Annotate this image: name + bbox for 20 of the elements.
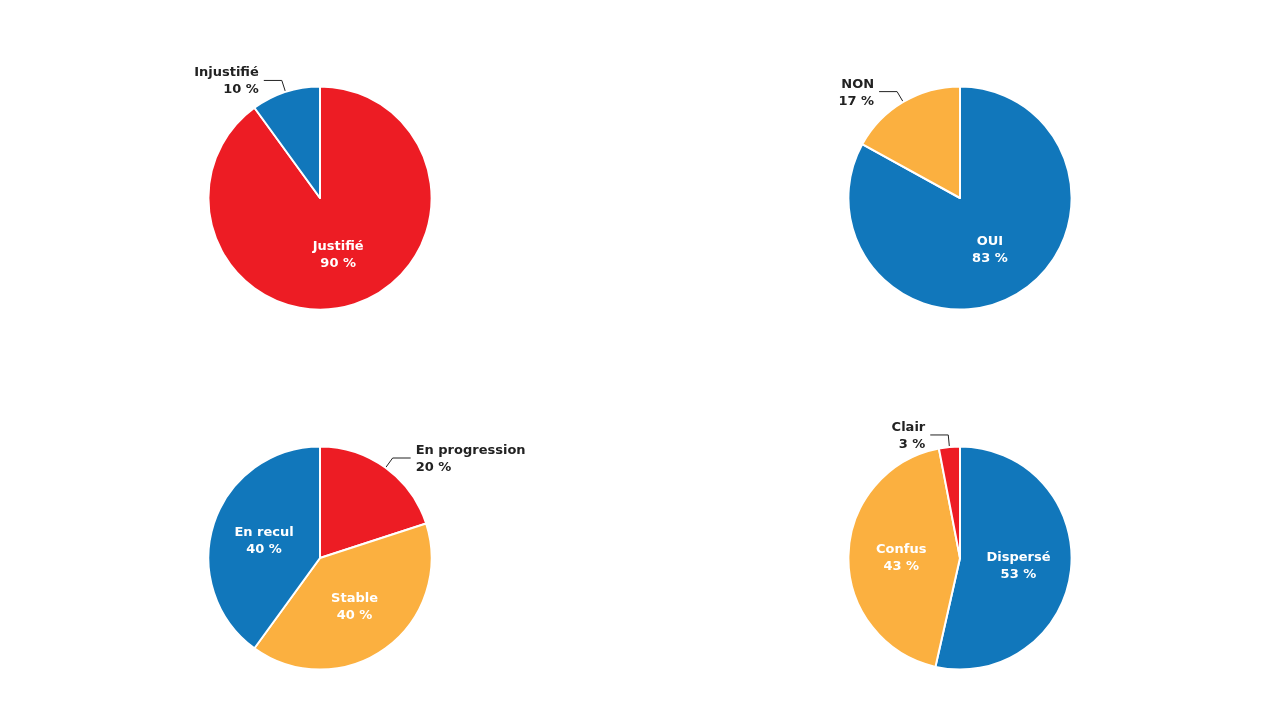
data-label: 20 %: [415, 459, 452, 475]
slice-label: Stable: [331, 589, 379, 605]
slice-label: Justifié: [311, 237, 364, 253]
data-label: 43 %: [883, 558, 920, 574]
slice-label: En recul: [234, 523, 294, 539]
slice-label: Injustifié: [194, 64, 259, 80]
data-label: 17 %: [838, 92, 875, 108]
slice-label: Clair: [891, 418, 926, 434]
data-label: 83 %: [972, 249, 1008, 265]
data-label: 10 %: [223, 81, 259, 97]
slice-label: Confus: [876, 541, 927, 557]
data-label: 53 %: [1000, 565, 1037, 581]
slice-label: OUI: [976, 232, 1004, 248]
data-label: 40 %: [336, 606, 373, 622]
slice-label: NON: [841, 75, 875, 91]
data-label: 3 %: [898, 435, 926, 451]
slice-label: Dispersé: [986, 548, 1051, 564]
data-label: 90 %: [320, 254, 356, 270]
slice-label: En progression: [415, 442, 526, 458]
data-label: 40 %: [246, 540, 282, 556]
